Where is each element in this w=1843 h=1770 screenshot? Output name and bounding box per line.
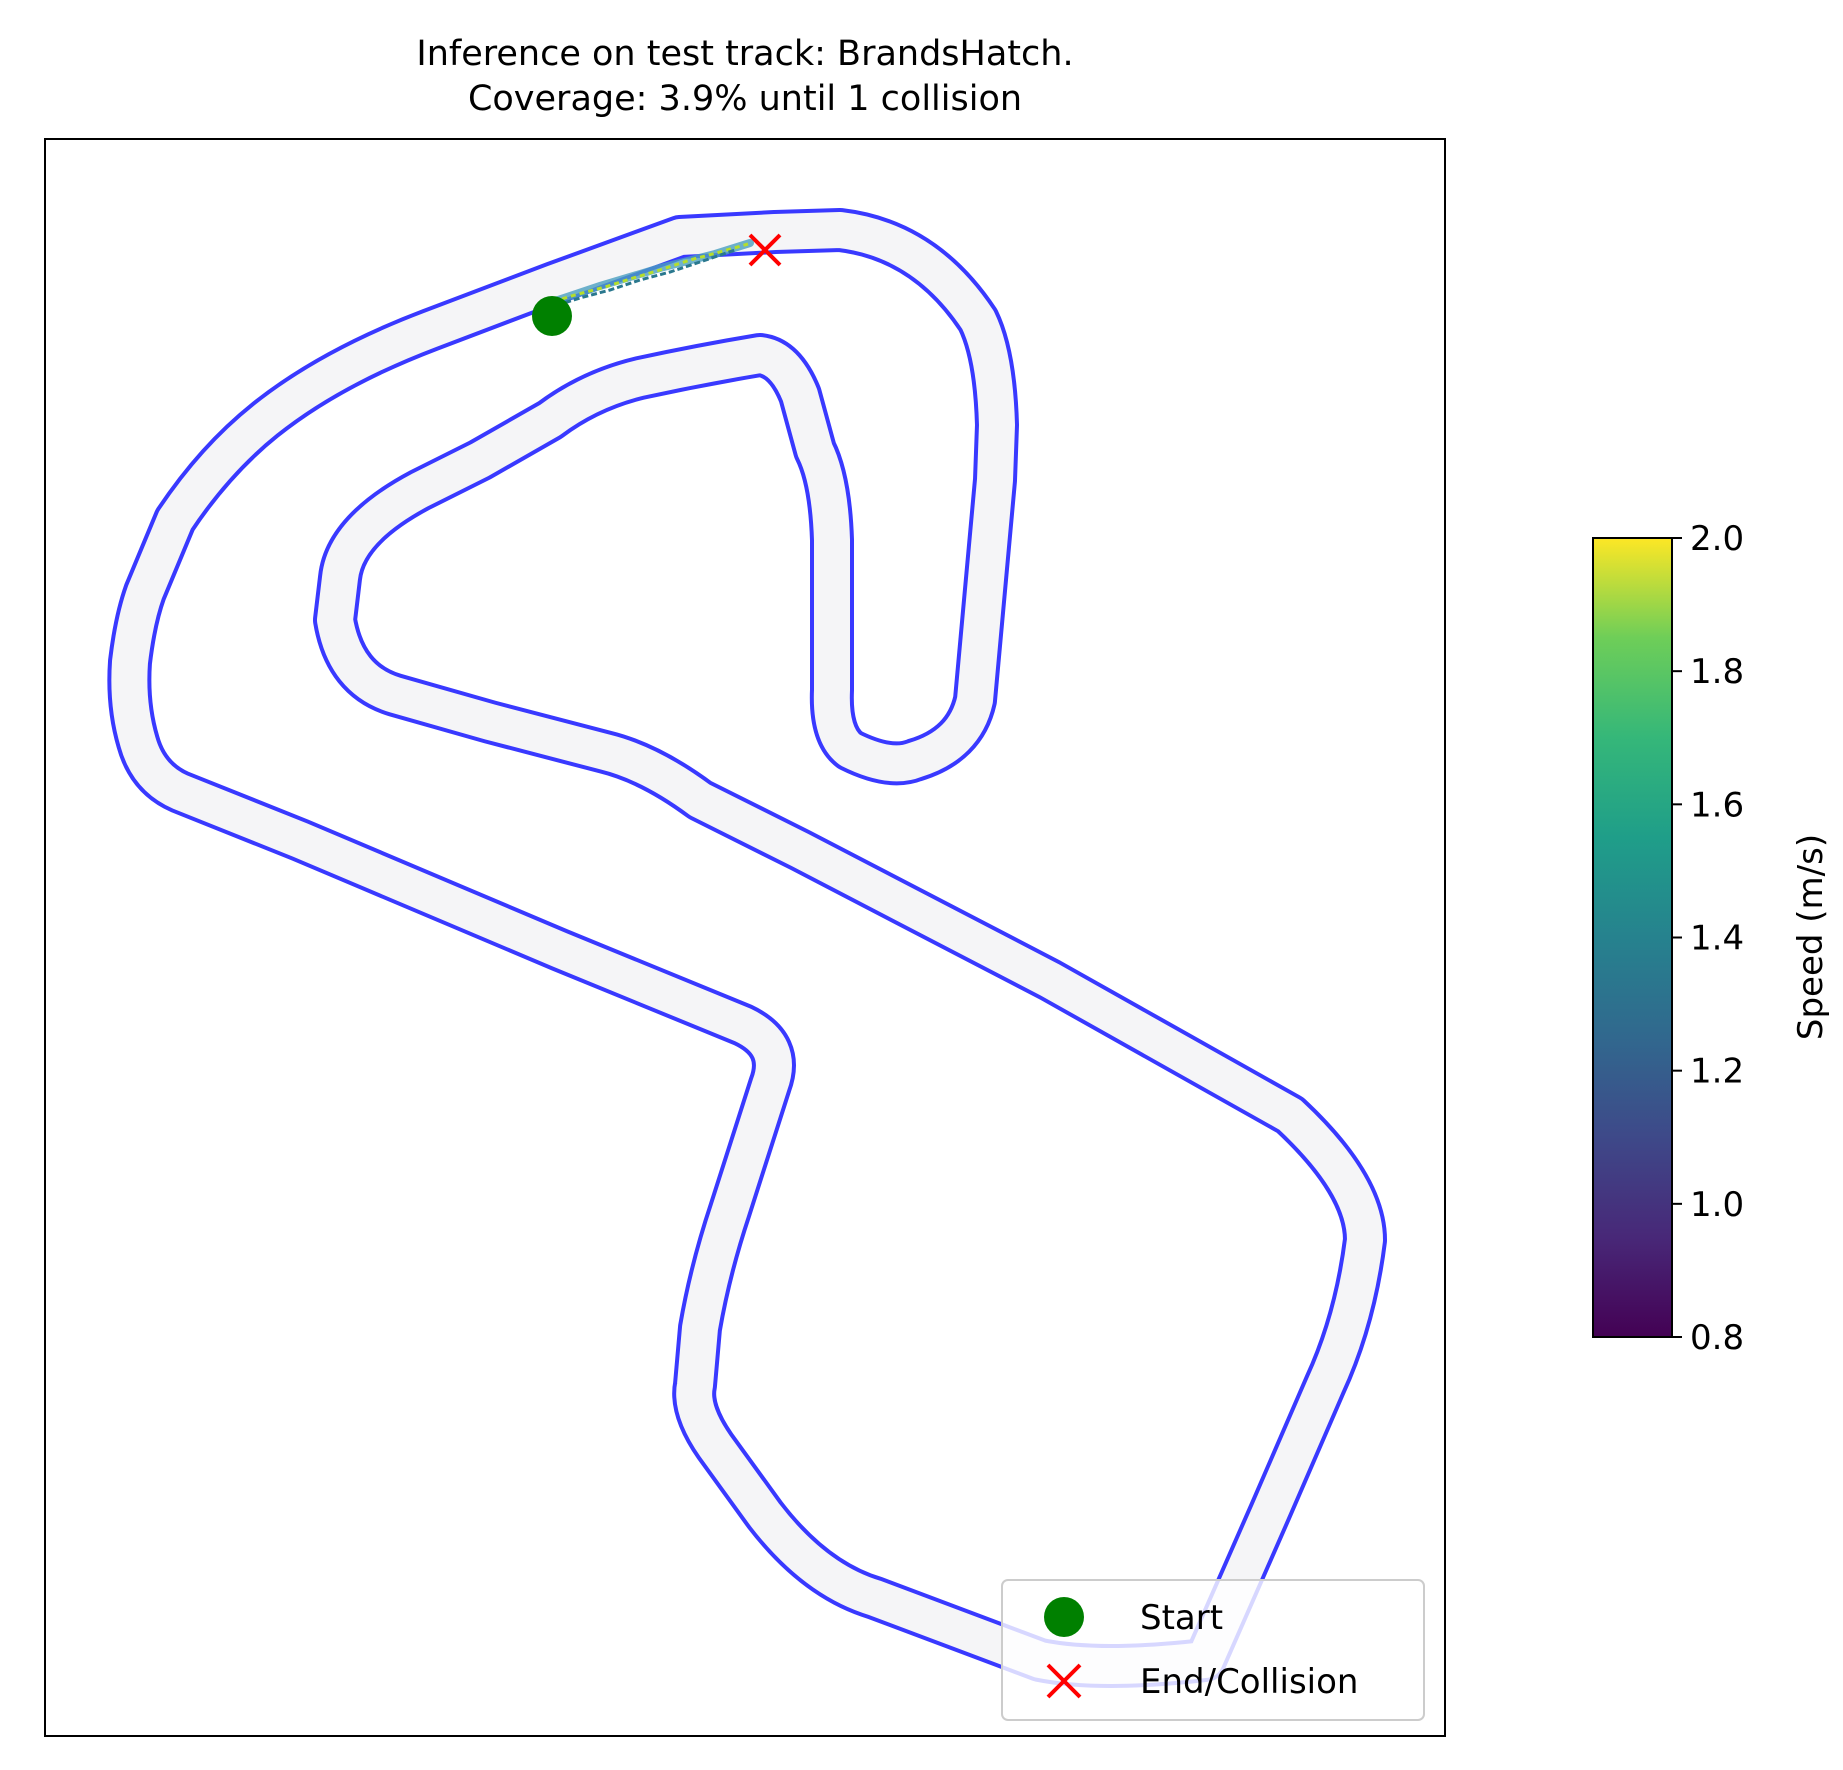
colorbar-tick-label: 1.0 bbox=[1690, 1185, 1744, 1225]
colorbar-tick-label: 1.8 bbox=[1690, 652, 1744, 692]
legend-start-swatch bbox=[1044, 1597, 1084, 1637]
chart-title-line-1: Inference on test track: BrandsHatch. bbox=[416, 34, 1074, 74]
legend-end-label: End/Collision bbox=[1140, 1662, 1358, 1702]
colorbar-tick-label: 1.2 bbox=[1690, 1052, 1744, 1092]
legend: Start End/Collision bbox=[1001, 1579, 1425, 1721]
colorbar: 0.8 1.0 1.2 1.4 1.6 1.8 2.0 Speed (m/s) bbox=[1592, 519, 1831, 1358]
colorbar-gradient bbox=[1592, 537, 1673, 1338]
track-surface bbox=[111, 212, 1383, 1684]
legend-start-label: Start bbox=[1140, 1598, 1223, 1638]
chart-title-line-2: Coverage: 3.9% until 1 collision bbox=[467, 79, 1023, 119]
end-collision-marker bbox=[748, 233, 782, 267]
colorbar-tick-label: 2.0 bbox=[1690, 519, 1744, 559]
colorbar-tick-label: 0.8 bbox=[1690, 1318, 1744, 1358]
trajectory-speed-mid bbox=[547, 248, 736, 310]
legend-box bbox=[1001, 1579, 1425, 1721]
trajectory-speed-high bbox=[544, 242, 749, 306]
trajectory bbox=[536, 239, 754, 310]
colorbar-label: Speed (m/s) bbox=[1791, 834, 1831, 1040]
colorbar-tick-label: 1.4 bbox=[1690, 919, 1744, 959]
colorbar-tick-label: 1.6 bbox=[1690, 785, 1744, 825]
start-marker bbox=[532, 296, 572, 336]
colorbar-ticks: 0.8 1.0 1.2 1.4 1.6 1.8 2.0 bbox=[1672, 519, 1744, 1358]
legend-end-swatch bbox=[1046, 1663, 1082, 1699]
